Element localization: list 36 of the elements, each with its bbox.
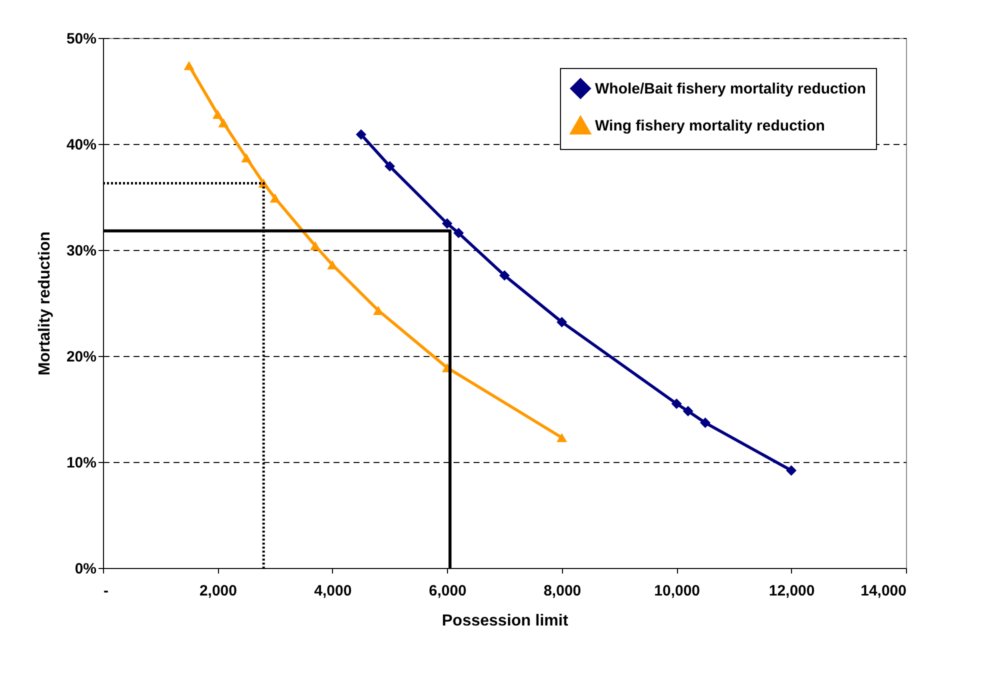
y-tick-label: 30% xyxy=(66,242,96,260)
point xyxy=(241,153,252,162)
x-tick-label: 6,000 xyxy=(428,582,466,600)
y-tick-label: 40% xyxy=(66,136,96,154)
point xyxy=(556,433,568,442)
point xyxy=(556,316,568,328)
x-tick-label: - xyxy=(104,582,108,600)
y-tick-label: 50% xyxy=(66,30,96,48)
point xyxy=(682,406,694,416)
x-tick-label: 10,000 xyxy=(654,582,700,600)
x-axis-title: Possession limit xyxy=(442,612,569,630)
point xyxy=(356,129,366,140)
point xyxy=(384,161,396,172)
x-tick-label: 14,000 xyxy=(860,582,906,600)
legend-label: Wing fishery mortality reduction xyxy=(595,118,825,134)
point xyxy=(453,228,464,238)
y-tick-label: 0% xyxy=(74,560,96,578)
point xyxy=(327,260,338,270)
point xyxy=(442,218,452,229)
point xyxy=(212,110,223,119)
x-tick-label: 12,000 xyxy=(768,582,815,600)
y-axis-title: Mortality reduction xyxy=(36,231,54,376)
x-tick-label: 2,000 xyxy=(199,582,237,600)
point xyxy=(700,418,710,428)
x-tick-label: 4,000 xyxy=(314,582,352,600)
point xyxy=(786,465,797,476)
x-tick-label: 8,000 xyxy=(544,582,582,600)
point xyxy=(270,194,280,203)
point xyxy=(499,270,510,281)
point xyxy=(310,241,320,250)
y-tick-label: 20% xyxy=(66,348,96,366)
y-tick-label: 10% xyxy=(66,454,96,472)
legend-label: Whole/Bait fishery mortality reduction xyxy=(595,80,866,98)
point xyxy=(218,118,229,128)
point xyxy=(671,398,682,409)
point xyxy=(184,61,194,70)
